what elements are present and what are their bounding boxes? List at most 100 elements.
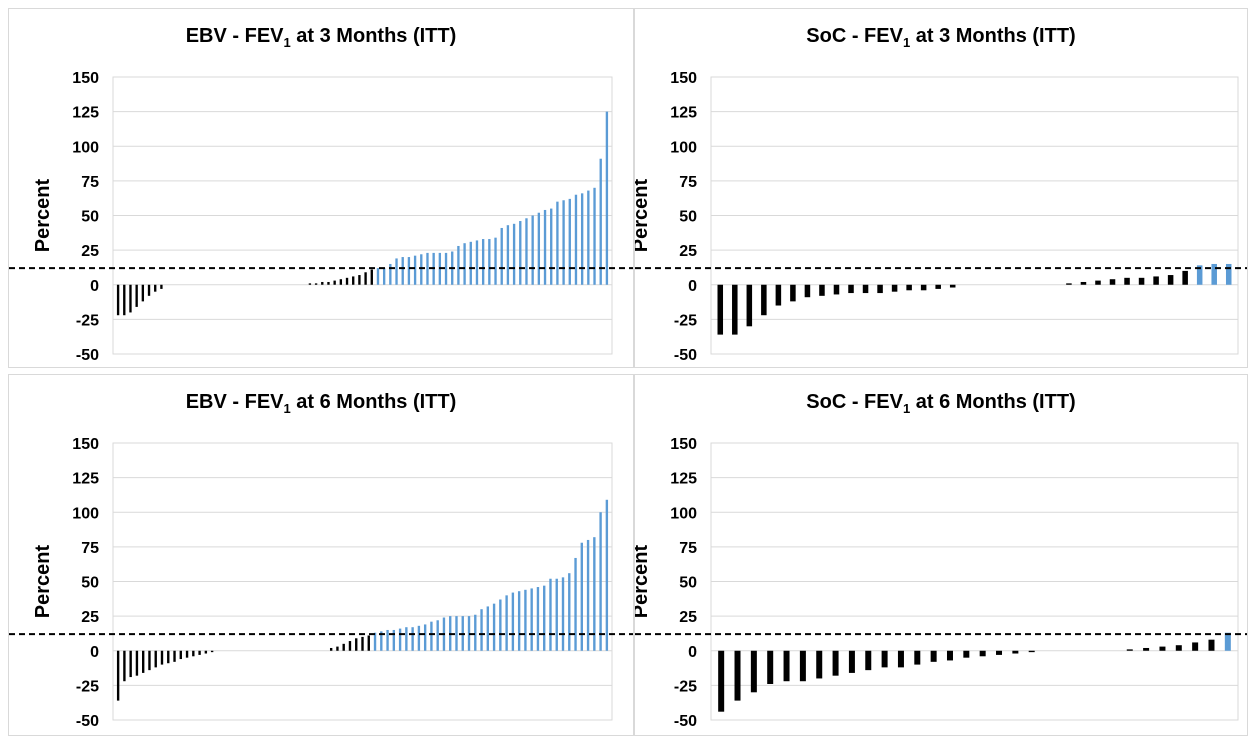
bar (392, 629, 396, 651)
bar (361, 636, 364, 651)
bar (593, 537, 596, 651)
y-tick-label: 25 (679, 243, 697, 260)
bar (463, 243, 466, 285)
y-axis-label: Percent (32, 544, 54, 618)
y-tick-label: 125 (670, 105, 697, 122)
bar (1159, 646, 1166, 651)
chart-title: EBV - FEV1 at 6 Months (ITT) (186, 391, 457, 416)
bar (358, 275, 361, 285)
bar (555, 578, 558, 651)
bar (1028, 650, 1035, 653)
bar (783, 650, 790, 682)
bar (1211, 263, 1217, 285)
bar (891, 284, 898, 292)
bar (1153, 276, 1159, 285)
bar (1080, 281, 1087, 285)
bar (1224, 632, 1231, 651)
bar (123, 650, 126, 682)
bar (1143, 647, 1150, 651)
bar (920, 284, 927, 291)
bar (865, 650, 872, 671)
bar (333, 280, 336, 285)
bar (160, 284, 163, 289)
plot-area (710, 76, 1239, 355)
y-tick-label: 75 (81, 540, 99, 557)
bar (717, 284, 724, 335)
bar (531, 215, 534, 285)
bar (413, 255, 417, 285)
bar (401, 257, 404, 285)
chart-title-subscript: 1 (903, 35, 910, 50)
bar (367, 635, 370, 651)
y-tick-label: 50 (679, 209, 697, 226)
bar (543, 585, 546, 651)
bar (370, 269, 373, 285)
bar (1225, 263, 1232, 285)
chart-soc-3-months: 150 125 100 75 50 25 0 -25 -50 Percent SoC - FEV1 … (635, 25, 1247, 364)
bar (512, 223, 516, 285)
bar (1175, 645, 1182, 651)
bar (116, 650, 120, 701)
bar (767, 650, 774, 684)
plot-area (112, 76, 613, 355)
chart-title-subscript: 1 (903, 401, 910, 416)
bar (420, 254, 423, 285)
y-tick-label: 125 (72, 471, 99, 488)
y-tick-label: -25 (76, 312, 99, 329)
y-tick-label: 0 (90, 644, 99, 661)
y-tick-label: 125 (72, 105, 99, 122)
bar (511, 592, 515, 651)
bar (204, 650, 208, 654)
bar (1192, 642, 1199, 651)
bar (536, 587, 540, 651)
bar (505, 595, 508, 651)
bar (329, 647, 333, 651)
bar (574, 557, 577, 651)
y-tick-label: -50 (674, 713, 697, 730)
bar (499, 599, 502, 651)
bar (192, 650, 195, 657)
y-tick-label: -50 (76, 713, 99, 730)
y-tick-label: 50 (81, 209, 99, 226)
y-tick-label: 100 (670, 505, 697, 522)
y-tick-label: 150 (670, 436, 697, 453)
bar (877, 284, 883, 294)
bar (380, 631, 383, 651)
bar (411, 627, 414, 651)
bar (530, 588, 533, 651)
y-axis-label: Percent (32, 178, 54, 252)
bar (494, 237, 497, 285)
bar (1012, 650, 1019, 654)
bar (761, 284, 767, 316)
bar (474, 614, 477, 651)
plot-area (112, 442, 613, 721)
bar (718, 650, 725, 712)
chart-title-main: SoC - FEV (806, 25, 903, 47)
bar (549, 578, 552, 651)
bar (500, 227, 503, 285)
bar (147, 284, 151, 296)
bar (1196, 265, 1203, 285)
bar (833, 284, 840, 295)
chart-panel-soc-3-months: 150 125 100 75 50 25 0 -25 -50 Percent SoC - FEV1 … (634, 8, 1248, 368)
y-tick-label: 100 (72, 139, 99, 156)
bar (517, 591, 521, 651)
bar (426, 252, 429, 285)
bar (135, 650, 139, 676)
bar (819, 284, 825, 296)
bar (481, 239, 485, 285)
bar (574, 194, 578, 285)
bar (525, 218, 528, 285)
bar (355, 638, 358, 651)
bar (430, 621, 433, 651)
y-tick-label: 150 (72, 436, 99, 453)
bar (930, 650, 937, 662)
bar (586, 539, 590, 651)
y-tick-label: -50 (76, 347, 99, 364)
chart-ebv-3-months: 150 125 100 75 50 25 0 -25 -50 Percent EBV - FEV1 … (9, 25, 633, 364)
bar (492, 603, 496, 651)
bar (339, 279, 343, 285)
bar (488, 239, 491, 285)
bar (746, 284, 753, 327)
bar (480, 609, 483, 651)
